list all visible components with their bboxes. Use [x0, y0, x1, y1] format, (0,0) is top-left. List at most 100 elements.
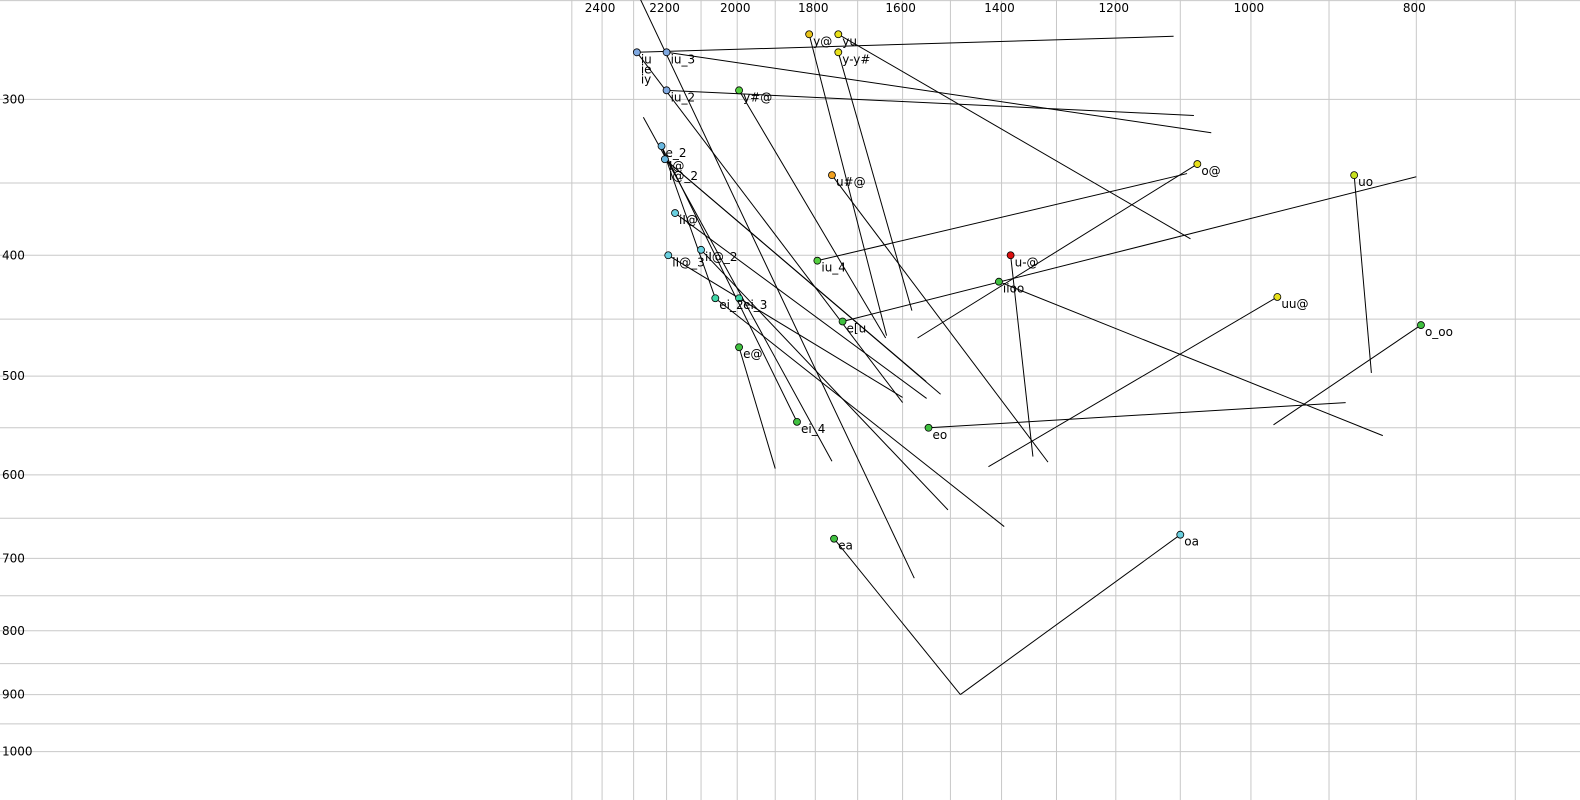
- vowel-point: [834, 30, 843, 39]
- vowel-label: e@: [743, 347, 762, 361]
- trajectory-line: [636, 35, 1174, 53]
- trajectory-line: [838, 33, 1191, 240]
- tick-labels: 2400 2200 2000 1800 1600 1400 1200 1000 800 300 40…: [2, 1, 1426, 759]
- vowel-point: [664, 251, 673, 260]
- vowel-label: y@: [813, 34, 832, 48]
- trajectory-line: [738, 90, 887, 339]
- vowel-point: [657, 142, 666, 151]
- x-tick-label: 2200: [649, 1, 680, 15]
- trajectory-line: [1010, 255, 1034, 457]
- vowel-label: u#@: [836, 175, 866, 189]
- trajectory-line: [988, 296, 1278, 468]
- vowel-point: [1006, 251, 1015, 260]
- trajectory-line: [960, 534, 1181, 695]
- vowel-label: iI@: [679, 213, 698, 227]
- vowel-label: oa: [1184, 535, 1199, 549]
- vowel-point: [995, 277, 1003, 286]
- trajectory-line: [664, 158, 927, 382]
- vowel-point: [828, 171, 836, 180]
- trajectory-line: [1353, 175, 1372, 373]
- x-tick-label: 1000: [1234, 1, 1265, 15]
- trajectory-line: [636, 51, 903, 403]
- x-tick-label: 2000: [720, 1, 751, 15]
- vowel-point: [830, 534, 838, 543]
- trajectory-line: [917, 163, 1198, 339]
- vowel-point: [632, 48, 641, 57]
- vowel-point: [1176, 530, 1185, 539]
- trajectory-lines: [636, 0, 1422, 695]
- vowel-point: [671, 209, 679, 217]
- vowel-point: [660, 155, 669, 164]
- vowel-point: [924, 423, 933, 432]
- trajectory-line: [640, 0, 915, 579]
- vowel-label: iu_3: [671, 52, 696, 66]
- y-tick-label: 900: [2, 688, 25, 702]
- vowel-point: [735, 343, 743, 352]
- trajectory-line: [817, 173, 1188, 262]
- vowel-label: iI@_2: [705, 250, 738, 264]
- x-tick-label: 1400: [984, 1, 1015, 15]
- trajectory-line: [998, 281, 1383, 437]
- trajectory-line: [661, 145, 716, 299]
- x-tick-label: 1800: [798, 1, 829, 15]
- vowel-point: [805, 30, 814, 39]
- vowel-point: [735, 86, 743, 95]
- vowel-label: y#@: [743, 90, 772, 104]
- x-tick-label: 1600: [885, 1, 916, 15]
- y-tick-label: 1000: [2, 745, 33, 759]
- vowel-point: [834, 48, 843, 57]
- trajectory-line: [700, 249, 949, 511]
- trajectory-line: [837, 52, 913, 311]
- vowel-points: [632, 30, 1425, 543]
- vowel-label: iu_2: [671, 90, 696, 104]
- vowel-label: ie: [641, 62, 652, 76]
- vowel-label: iy: [641, 72, 651, 86]
- x-tick-label: 1200: [1099, 1, 1130, 15]
- vowel-point: [1193, 160, 1202, 168]
- vowel-label: I@: [669, 159, 685, 173]
- vowel-label: e_2: [666, 146, 687, 160]
- vowel-point: [813, 256, 822, 265]
- vowel-label: uo: [1358, 175, 1373, 189]
- trajectory-line: [833, 538, 961, 695]
- trajectory-line: [738, 347, 776, 469]
- vowel-label: eo: [933, 428, 948, 442]
- vowel-label: iu_4: [821, 261, 846, 275]
- trajectory-line: [808, 34, 888, 336]
- trajectory-line: [714, 297, 1005, 527]
- vowel-label: yu: [842, 34, 857, 48]
- trajectory-line: [928, 402, 1346, 429]
- vowel-label: ea: [838, 539, 853, 553]
- vowel-point: [735, 294, 743, 303]
- vowel-point: [1350, 171, 1359, 180]
- vowel-point: [838, 317, 847, 326]
- vowel-label: o_oo: [1425, 325, 1453, 339]
- x-tick-label: 2400: [585, 1, 616, 15]
- vowel-point: [662, 86, 671, 95]
- vowel-label: iioo: [1003, 282, 1024, 296]
- vowel-label: o@: [1201, 164, 1220, 178]
- vowel-point: [662, 48, 671, 57]
- vowel-label: e[u: [847, 321, 867, 335]
- y-tick-label: 600: [2, 468, 25, 482]
- y-tick-label: 700: [2, 551, 25, 565]
- trajectory-line: [667, 254, 903, 398]
- vowel-label: iu: [641, 52, 652, 66]
- vowel-point: [1417, 321, 1425, 329]
- vowel-label: I@_2: [669, 169, 698, 183]
- vowel-label: y-y#: [842, 52, 870, 66]
- vowel-label: iI@_3: [672, 255, 705, 269]
- y-tick-label: 300: [2, 92, 25, 106]
- vowel-point: [711, 294, 720, 303]
- trajectory-line: [1273, 324, 1422, 426]
- vowel-label: ei_3: [743, 298, 767, 312]
- trajectory-line: [831, 174, 1049, 463]
- trajectory-line: [674, 212, 927, 399]
- vowel-label: uu@: [1281, 297, 1308, 311]
- trajectory-line: [842, 176, 1417, 322]
- trajectory-line: [661, 145, 798, 423]
- vowel-point: [697, 245, 705, 254]
- vowel-label: ei_4: [801, 422, 825, 436]
